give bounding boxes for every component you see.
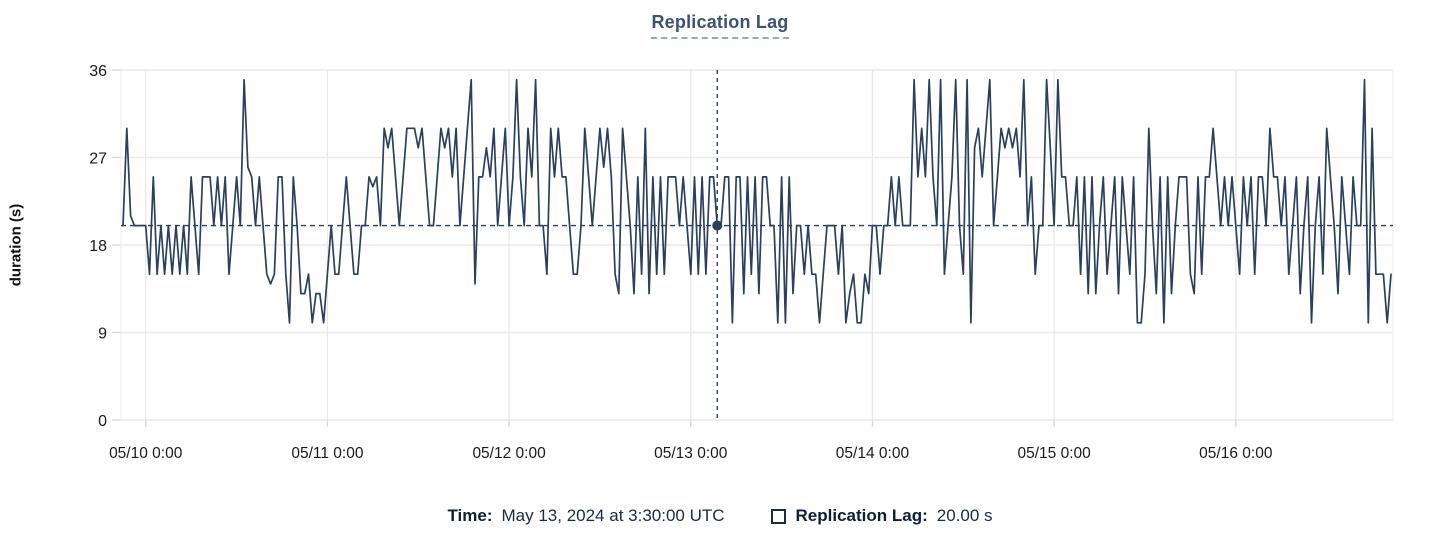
time-label: Time: [447, 506, 493, 525]
y-tick-label: 18 [89, 238, 107, 255]
line-chart-canvas[interactable]: 0 9 18 27 36 05/10 0:00 05/11 0:00 05/12 0:00 05… [0, 0, 1440, 500]
series-label: Replication Lag: [795, 506, 928, 525]
legend-item-replication-lag[interactable]: Replication Lag: 20.00 s [770, 506, 993, 526]
series-value: 20.00 s [936, 506, 993, 525]
x-tick-label: 05/11 0:00 [291, 445, 363, 462]
x-tick-label: 05/16 0:00 [1199, 445, 1273, 462]
hover-point-dot [712, 220, 723, 231]
y-tick-label: 9 [98, 326, 107, 343]
y-tick-label: 36 [89, 63, 107, 80]
x-tick-label: 05/12 0:00 [472, 445, 546, 462]
series-line-replication-lag [122, 78, 1392, 324]
x-tick-label: 05/15 0:00 [1017, 445, 1091, 462]
x-tick-label: 05/13 0:00 [654, 445, 728, 462]
x-tick-label: 05/14 0:00 [836, 445, 910, 462]
chart-header: Replication Lag [0, 12, 1440, 39]
y-tick-label: 27 [89, 151, 107, 168]
x-tick-label: 05/10 0:00 [109, 445, 183, 462]
hover-legend-bar: Time: May 13, 2024 at 3:30:00 UTC Replic… [0, 506, 1440, 526]
chart-title-link[interactable]: Replication Lag [651, 12, 789, 39]
legend-swatch-icon [770, 508, 786, 524]
time-value: May 13, 2024 at 3:30:00 UTC [501, 506, 725, 525]
y-tick-label: 0 [98, 413, 107, 430]
hover-time: Time: May 13, 2024 at 3:30:00 UTC [447, 506, 724, 526]
